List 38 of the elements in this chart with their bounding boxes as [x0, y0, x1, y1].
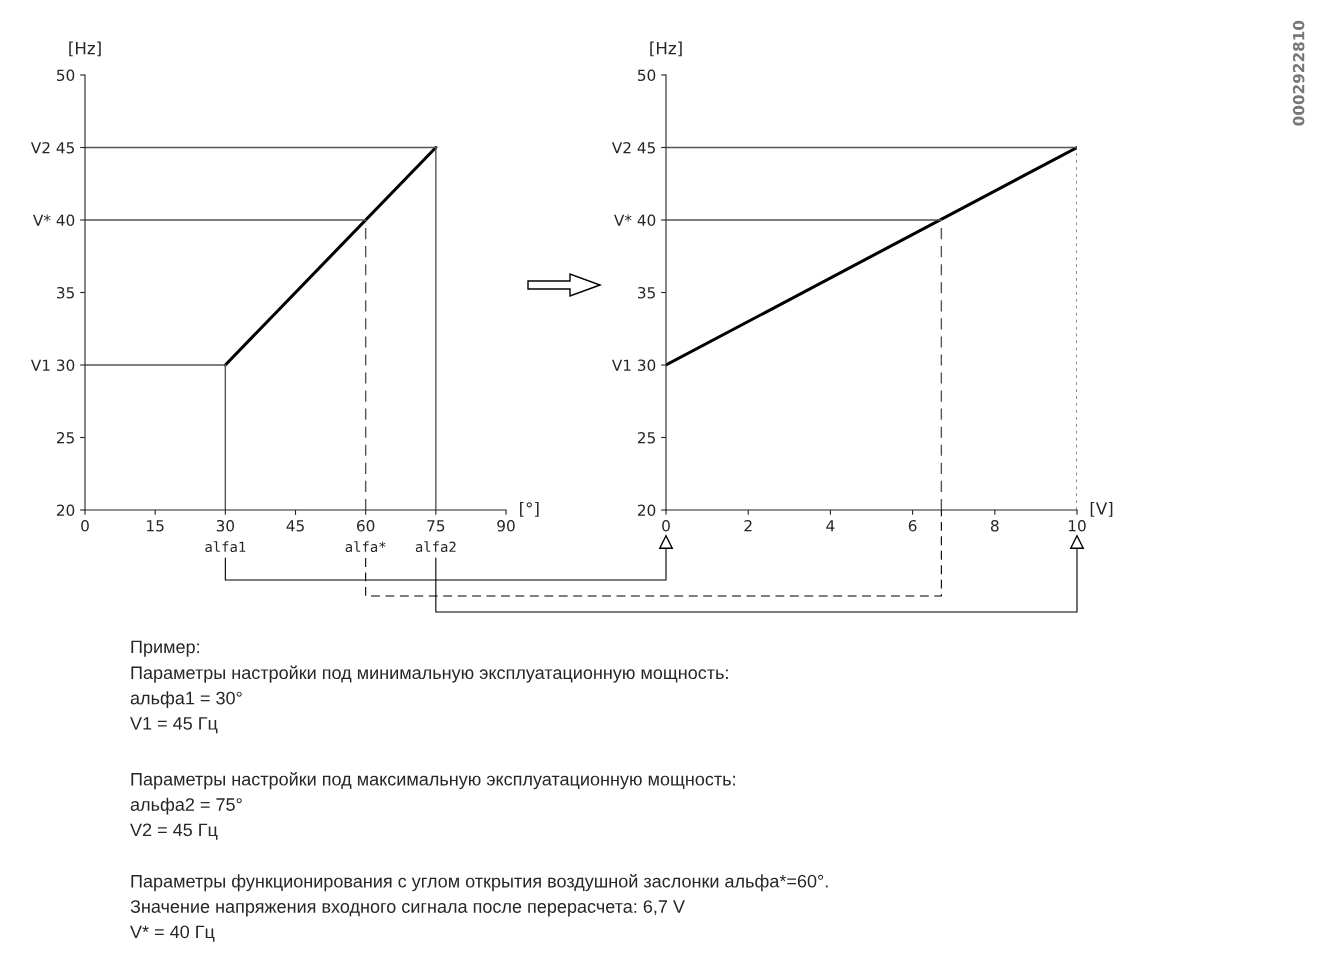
y-tick-label: 35 — [638, 286, 655, 299]
text: alfa2 — [415, 541, 456, 553]
text: Пример: Параметры настройки под минимальную эксплуатационную мощность: альфа1 = 30° V1 = 45 Гц — [130, 640, 728, 734]
y-tick-label: 50 — [638, 69, 656, 82]
y-tick-label: 35 — [57, 286, 74, 299]
y-axis-title: [Hz] — [69, 41, 101, 57]
y-tick-label: V1 30 — [611, 359, 656, 372]
y-tick-label: 20 — [637, 504, 656, 517]
x-tick-label: 0 — [662, 519, 670, 532]
text: 0002922810 — [1292, 20, 1305, 126]
x-tick-label: 75 — [427, 520, 445, 532]
x-tick-label: 10 — [1068, 519, 1086, 532]
x-tick-label: 2 — [744, 519, 752, 532]
x-tick-label: 0 — [81, 519, 89, 532]
y-axis-title: [Hz] — [650, 41, 682, 57]
y-tick-label: V* 40 — [614, 214, 656, 227]
x-tick-label: 45 — [286, 520, 304, 532]
x-axis-title: [V] — [1090, 501, 1113, 517]
y-tick-label: V* 40 — [33, 214, 75, 227]
y-tick-label: V2 45 — [611, 141, 655, 154]
text: alfa1 — [205, 541, 246, 553]
text: alfa* — [345, 541, 386, 553]
y-tick-label: 50 — [57, 69, 75, 82]
x-tick-label: 90 — [497, 519, 515, 532]
y-tick-label: 20 — [56, 504, 75, 517]
y-tick-label: V1 30 — [30, 359, 75, 372]
x-tick-label: 8 — [990, 519, 999, 532]
y-tick-label: 25 — [56, 431, 74, 444]
x-tick-label: 15 — [147, 520, 164, 532]
x-tick-label: 4 — [826, 520, 835, 532]
y-tick-label: V2 45 — [30, 141, 74, 154]
x-tick-label: 6 — [908, 519, 917, 532]
y-tick-label: 25 — [637, 431, 655, 444]
x-axis-title: [°] — [520, 501, 539, 517]
x-tick-label: 30 — [216, 519, 235, 532]
text: Параметры функционирования с углом открытия воздушной заслонки альфа*=60°. Значение напряжения входного сигнала после перерасчета: 6,7 V V* = 40 Гц — [130, 874, 828, 942]
text: Параметры настройки под максимальную эксплуатационную мощность: альфа2 = 75° V2 = 45 Гц — [130, 772, 735, 840]
x-tick-label: 60 — [357, 519, 375, 532]
